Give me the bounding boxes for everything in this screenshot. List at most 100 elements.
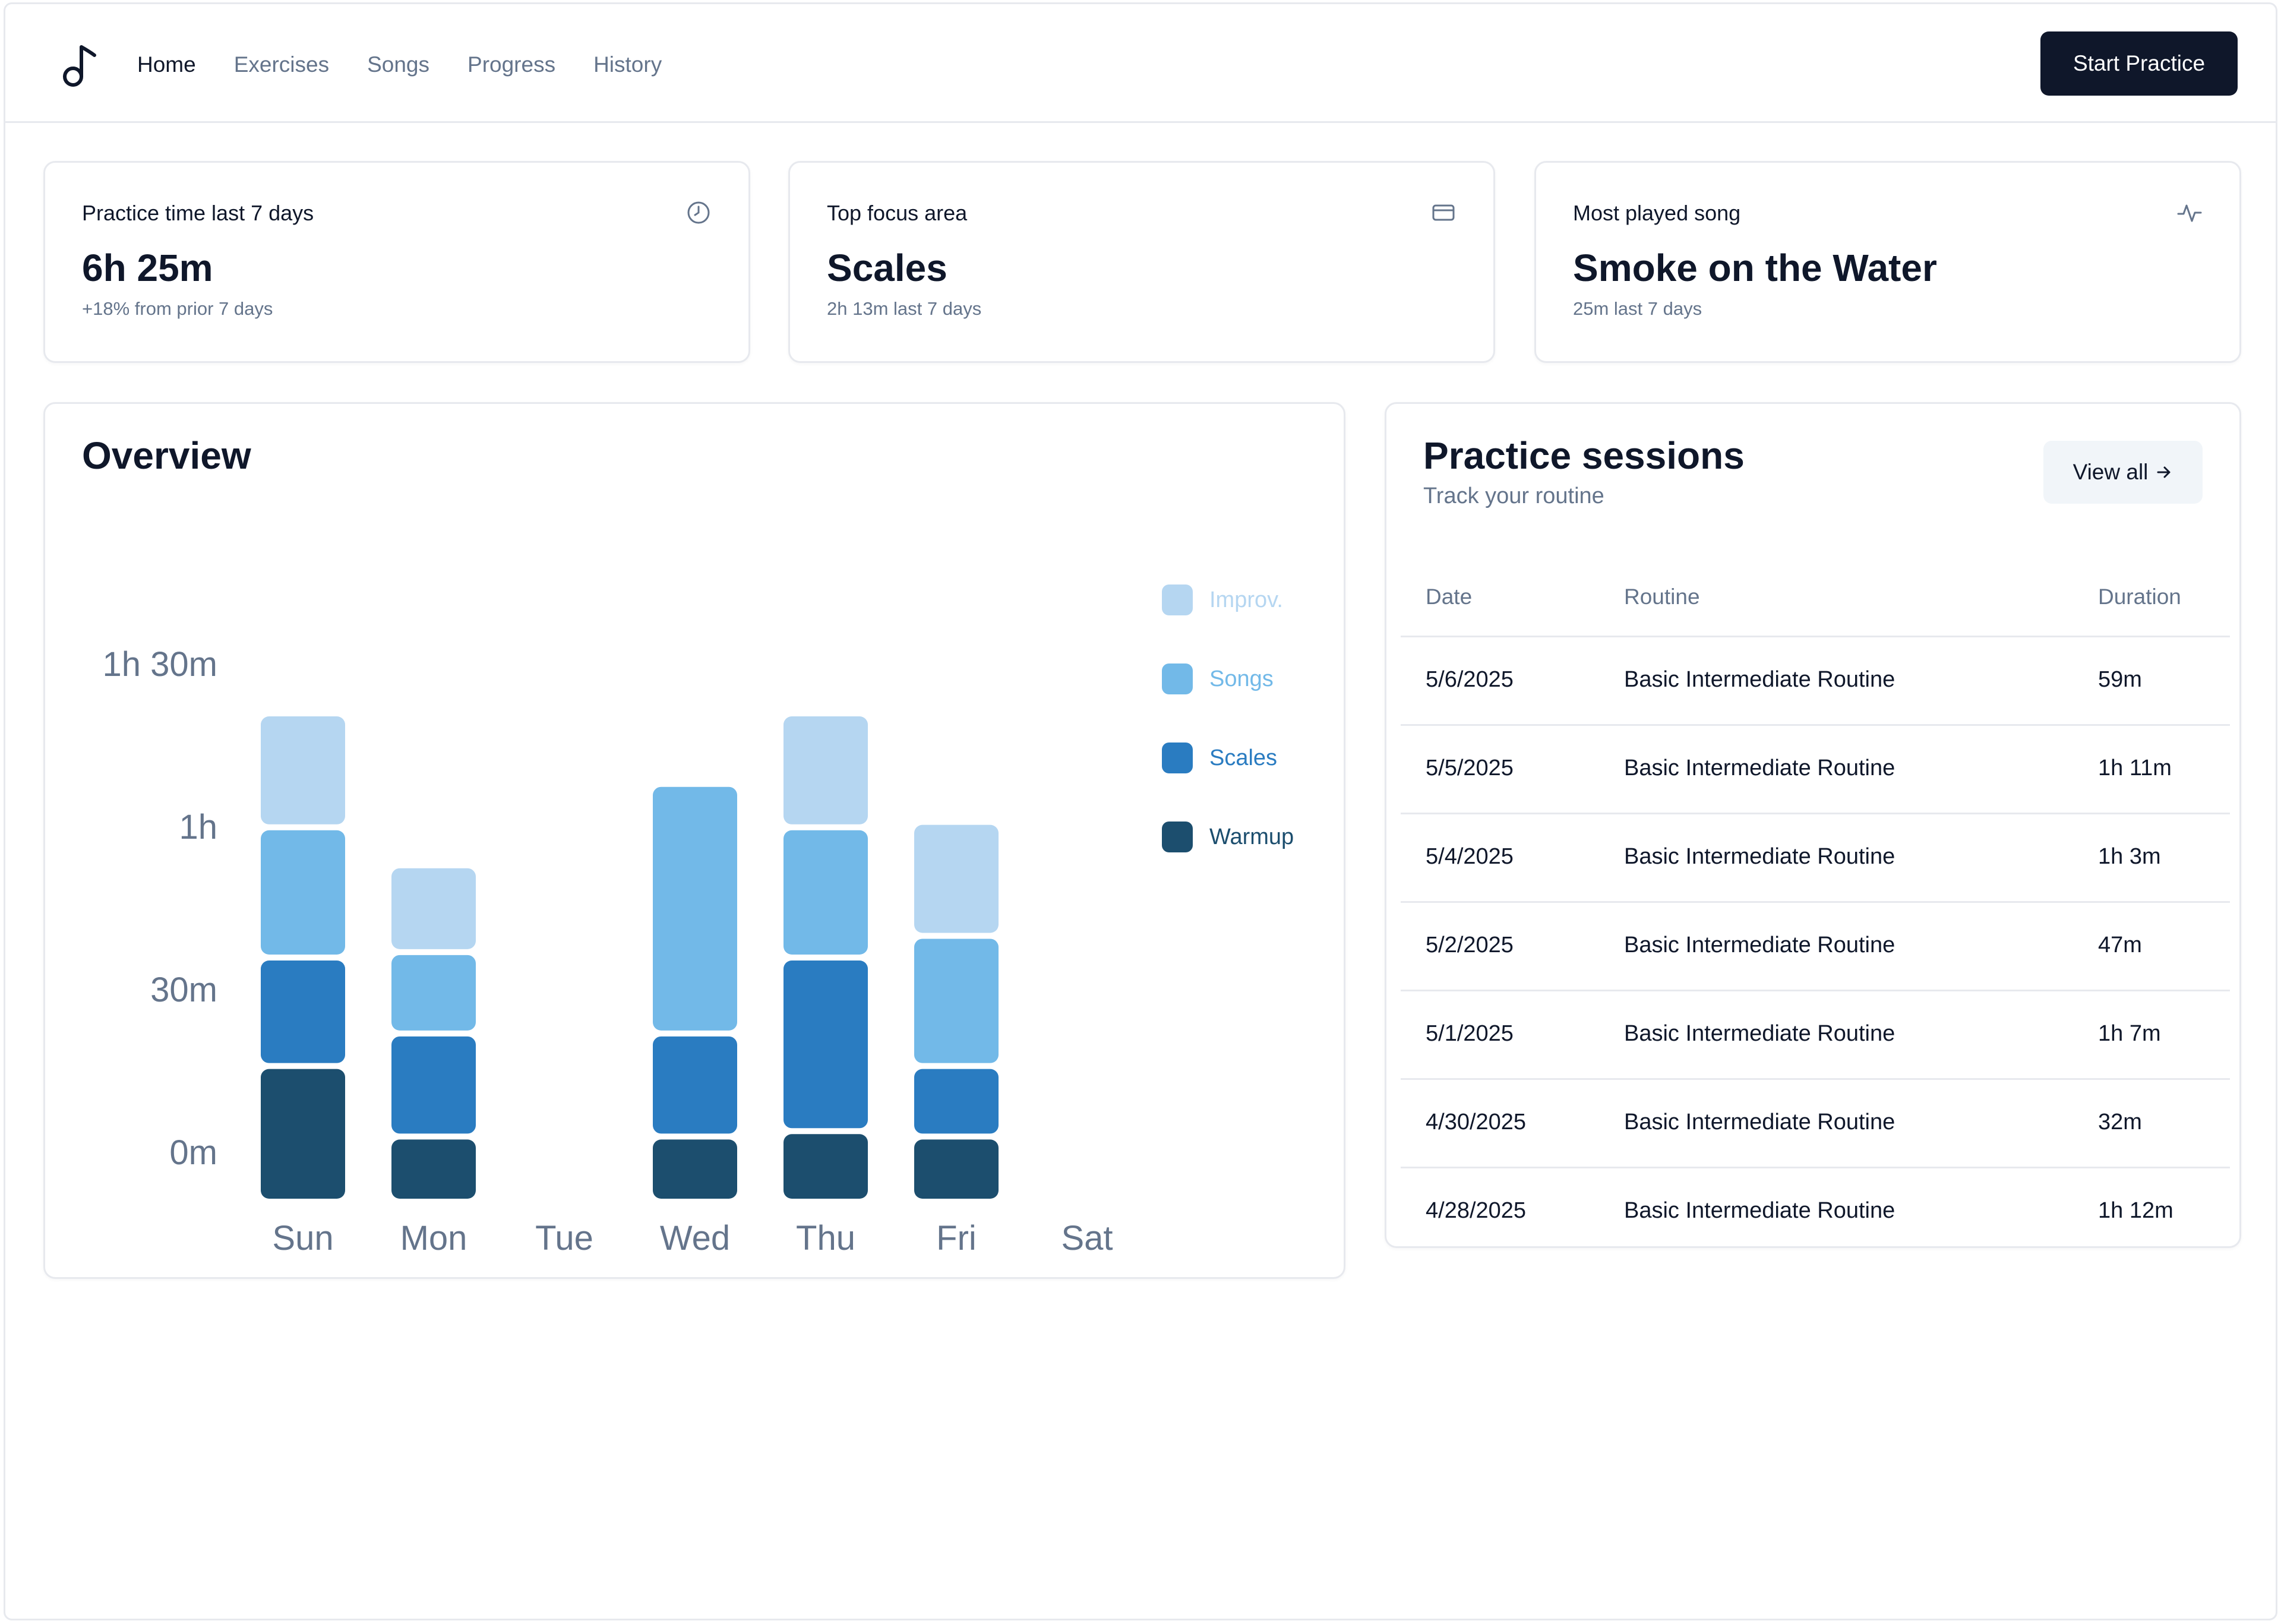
legend-swatch <box>1162 822 1193 852</box>
bar-segment-songs-thu <box>783 830 868 955</box>
view-all-button[interactable]: View all <box>2043 441 2203 504</box>
bar-segment-improv-sun <box>261 716 345 824</box>
y-axis-tick-label: 30m <box>150 971 217 1009</box>
top-navigation-bar: Home Exercises Songs Progress History St… <box>5 4 2276 123</box>
table-header: Date Routine Duration <box>1401 558 2230 637</box>
overview-title: Overview <box>82 434 251 477</box>
cell-date: 5/4/2025 <box>1426 844 1514 869</box>
cell-duration: 32m <box>2098 1110 2142 1135</box>
sessions-table: Date Routine Duration 5/6/2025 Basic Inte… <box>1401 558 2230 1255</box>
bar-segment-warmup-mon <box>391 1139 476 1199</box>
bar-segment-warmup-wed <box>653 1139 737 1199</box>
table-row[interactable]: 5/5/2025 Basic Intermediate Routine 1h 11m <box>1401 726 2230 814</box>
stat-card-practice-time: Practice time last 7 days 6h 25m +18% fr… <box>43 161 750 363</box>
bar-segment-songs-wed <box>653 786 737 1031</box>
bar-segment-scales-thu <box>783 961 868 1129</box>
cell-date: 4/28/2025 <box>1426 1198 1527 1223</box>
card-icon <box>1432 204 1455 221</box>
nav-home[interactable]: Home <box>137 52 196 77</box>
legend-label: Warmup <box>1209 824 1294 849</box>
bar-segment-warmup-sun <box>261 1069 345 1199</box>
cell-date: 5/1/2025 <box>1426 1021 1514 1046</box>
cell-date: 4/30/2025 <box>1426 1110 1527 1135</box>
table-row[interactable]: 5/2/2025 Basic Intermediate Routine 47m <box>1401 903 2230 991</box>
stat-subtext: 2h 13m last 7 days <box>827 298 982 319</box>
cell-duration: 47m <box>2098 933 2142 958</box>
y-axis-tick-label: 1h 30m <box>103 645 217 684</box>
cell-duration: 1h 11m <box>2098 756 2172 781</box>
bar-segment-warmup-thu <box>783 1134 868 1199</box>
legend-label: Scales <box>1209 745 1278 770</box>
overview-card: Overview 0m 30m 1h 1h 30m Sun Mon Tue Wed Thu Fri… <box>43 402 1345 1279</box>
stat-value: Scales <box>827 247 947 289</box>
cell-routine: Basic Intermediate Routine <box>1624 756 1895 781</box>
nav-history[interactable]: History <box>593 52 662 77</box>
legend-item[interactable]: Scales <box>1162 743 1277 773</box>
cell-routine: Basic Intermediate Routine <box>1624 1198 1895 1223</box>
cell-routine: Basic Intermediate Routine <box>1624 933 1895 958</box>
sessions-title: Practice sessions <box>1423 434 1745 477</box>
bar-segment-scales-wed <box>653 1036 737 1134</box>
stat-card-most-played: Most played song Smoke on the Water 25m … <box>1534 161 2241 363</box>
main-nav: Home Exercises Songs Progress History <box>137 48 662 81</box>
table-row[interactable]: 5/6/2025 Basic Intermediate Routine 59m <box>1401 637 2230 726</box>
x-axis-tick-label: Sat <box>1061 1219 1113 1258</box>
stat-subtext: 25m last 7 days <box>1573 298 1702 319</box>
table-row[interactable]: 4/30/2025 Basic Intermediate Routine 32m <box>1401 1080 2230 1168</box>
column-header-duration[interactable]: Duration <box>2098 584 2181 609</box>
stat-value: 6h 25m <box>82 247 213 289</box>
clock-icon <box>687 201 710 224</box>
nav-songs[interactable]: Songs <box>367 52 430 77</box>
table-row[interactable]: 5/1/2025 Basic Intermediate Routine 1h 7m <box>1401 991 2230 1080</box>
nav-progress[interactable]: Progress <box>467 52 556 77</box>
y-axis-tick-label: 0m <box>169 1133 217 1172</box>
sessions-subtitle: Track your routine <box>1423 484 1604 508</box>
table-row[interactable]: 4/28/2025 Basic Intermediate Routine 1h 12… <box>1401 1168 2230 1255</box>
x-axis-tick-label: Sun <box>272 1219 333 1258</box>
bar-segment-songs-sun <box>261 830 345 955</box>
x-axis-tick-label: Tue <box>535 1219 593 1258</box>
cell-routine: Basic Intermediate Routine <box>1624 667 1895 692</box>
legend-item[interactable]: Warmup <box>1162 822 1294 852</box>
column-header-routine[interactable]: Routine <box>1624 584 1700 609</box>
view-all-label: View all <box>2073 460 2149 484</box>
cell-date: 5/6/2025 <box>1426 667 1514 692</box>
cell-date: 5/5/2025 <box>1426 756 1514 781</box>
cell-duration: 1h 7m <box>2098 1021 2161 1046</box>
start-practice-button[interactable]: Start Practice <box>2040 31 2238 96</box>
x-axis-tick-label: Thu <box>796 1219 855 1258</box>
stat-label: Top focus area <box>827 201 968 225</box>
legend-item[interactable]: Improv. <box>1162 584 1283 615</box>
stat-card-focus-area: Top focus area Scales 2h 13m last 7 days <box>788 161 1495 363</box>
bar-segment-songs-mon <box>391 955 476 1031</box>
cell-date: 5/2/2025 <box>1426 933 1514 958</box>
legend-label: Songs <box>1209 666 1274 691</box>
bar-segment-songs-fri <box>914 939 999 1063</box>
cell-routine: Basic Intermediate Routine <box>1624 844 1895 869</box>
bar-segment-scales-sun <box>261 961 345 1063</box>
cell-routine: Basic Intermediate Routine <box>1624 1021 1895 1046</box>
overview-chart: 0m 30m 1h 1h 30m Sun Mon Tue Wed Thu Fri Sat <box>103 645 1113 1258</box>
stat-subtext: +18% from prior 7 days <box>82 298 273 319</box>
activity-icon <box>2177 204 2202 222</box>
table-row[interactable]: 5/4/2025 Basic Intermediate Routine 1h 3m <box>1401 814 2230 903</box>
legend-swatch <box>1162 584 1193 615</box>
x-axis-tick-label: Mon <box>400 1219 467 1258</box>
bar-segment-improv-mon <box>391 868 476 949</box>
column-header-date[interactable]: Date <box>1426 584 1473 609</box>
stat-value: Smoke on the Water <box>1573 247 1937 289</box>
legend-item[interactable]: Songs <box>1162 663 1274 694</box>
practice-sessions-card: Practice sessions Track your routine Vie… <box>1385 402 2241 1248</box>
stat-label: Most played song <box>1573 201 1741 225</box>
nav-exercises[interactable]: Exercises <box>233 52 330 77</box>
cell-duration: 1h 12m <box>2098 1198 2173 1223</box>
x-axis-tick-label: Wed <box>660 1219 730 1258</box>
table-body: 5/6/2025 Basic Intermediate Routine 59m 5/5… <box>1401 637 2230 1255</box>
arrow-right-icon <box>2157 466 2171 478</box>
legend-label: Improv. <box>1209 587 1283 612</box>
app-window: Home Exercises Songs Progress History St… <box>4 2 2277 1620</box>
stat-label: Practice time last 7 days <box>82 201 314 225</box>
bar-segment-scales-mon <box>391 1036 476 1134</box>
legend-swatch <box>1162 743 1193 773</box>
music-note-icon[interactable] <box>59 41 100 89</box>
